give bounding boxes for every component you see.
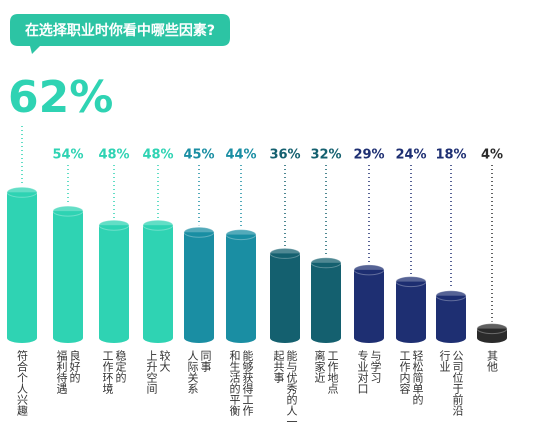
bar-cap	[52, 205, 84, 217]
bar-cap	[142, 219, 174, 231]
value-label: 36%	[269, 148, 300, 163]
bar	[143, 225, 173, 338]
bar-cap	[353, 264, 385, 276]
chart-title: 在选择职业时你看中哪些因素?	[25, 22, 215, 39]
category-label: 同事 人际关系	[186, 350, 212, 394]
category-label: 公司位于前沿 行业	[438, 350, 464, 416]
bar	[396, 281, 426, 338]
bar	[184, 232, 214, 338]
value-label: 62%	[8, 72, 113, 123]
category-label: 良好的 福利待遇	[55, 350, 81, 394]
bar-cap	[435, 290, 467, 302]
value-label: 45%	[183, 148, 214, 163]
value-label: 48%	[142, 148, 173, 163]
category-label: 稳定的 工作环境	[101, 350, 127, 394]
category-label: 能与优秀的人一 起共事	[272, 350, 298, 427]
bar-cap	[225, 229, 257, 241]
category-label: 较大 上升空间	[145, 350, 171, 394]
value-label: 4%	[481, 148, 503, 163]
value-label: 44%	[225, 148, 256, 163]
bar	[53, 211, 83, 338]
category-label: 与学习 专业对口	[356, 350, 382, 394]
value-label: 32%	[310, 148, 341, 163]
bar	[7, 192, 37, 338]
bar	[270, 253, 300, 338]
bar	[99, 225, 129, 338]
bar	[311, 262, 341, 338]
category-label: 工作地点 离家近	[313, 350, 339, 394]
bar-cap	[183, 226, 215, 238]
bar-cap	[476, 323, 508, 335]
bar	[354, 269, 384, 338]
bar	[436, 295, 466, 338]
value-label: 18%	[435, 148, 466, 163]
value-label: 29%	[353, 148, 384, 163]
bar-cap	[98, 219, 130, 231]
bar-cap	[310, 257, 342, 269]
bar-cap	[395, 276, 427, 288]
category-label: 轻松简单的 工作内容	[398, 350, 424, 405]
value-label: 54%	[52, 148, 83, 163]
category-label: 能够获得工作 和生活的平衡	[228, 350, 254, 416]
bar-cap	[269, 247, 301, 259]
category-label: 其他	[485, 350, 499, 372]
bar-cap	[6, 186, 38, 198]
value-label: 48%	[98, 148, 129, 163]
title-bubble	[10, 14, 230, 54]
bar	[226, 234, 256, 338]
category-label: 符合个人兴趣	[15, 350, 29, 416]
value-label: 24%	[395, 148, 426, 163]
